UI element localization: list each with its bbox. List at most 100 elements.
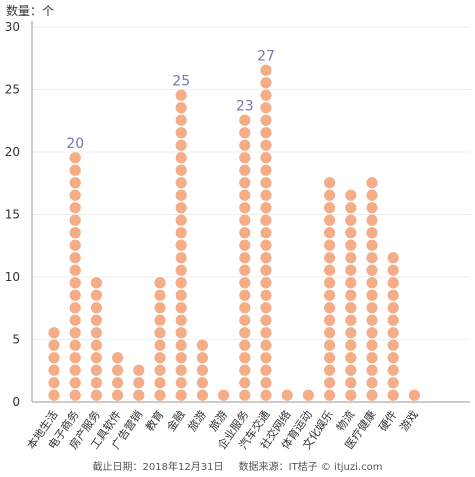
data-dot xyxy=(345,289,357,301)
dot-column xyxy=(133,364,145,401)
data-dot xyxy=(324,364,336,376)
data-dot xyxy=(345,314,357,326)
data-dot xyxy=(345,389,357,401)
data-dot xyxy=(387,264,399,276)
data-dot xyxy=(48,352,60,364)
data-dot xyxy=(239,152,251,164)
data-dot xyxy=(324,389,336,401)
data-dot xyxy=(69,389,81,401)
data-dot xyxy=(175,252,187,264)
data-dot xyxy=(133,389,145,401)
data-dot xyxy=(387,327,399,339)
data-dot xyxy=(90,277,102,289)
data-dot xyxy=(324,177,336,189)
data-dot xyxy=(175,314,187,326)
data-dot xyxy=(345,377,357,389)
data-dot xyxy=(69,214,81,226)
data-dot xyxy=(366,289,378,301)
data-dot xyxy=(112,377,124,389)
data-dot xyxy=(112,389,124,401)
data-dot xyxy=(239,289,251,301)
data-dot xyxy=(69,289,81,301)
data-dot xyxy=(175,352,187,364)
data-dot xyxy=(324,202,336,214)
data-dot xyxy=(345,202,357,214)
data-dot xyxy=(69,177,81,189)
data-dot xyxy=(69,364,81,376)
data-dot xyxy=(175,202,187,214)
y-tick-label: 30 xyxy=(5,20,20,34)
data-dot xyxy=(345,302,357,314)
data-dot xyxy=(239,127,251,139)
x-tick-label: 旅游 xyxy=(185,408,209,434)
data-dot xyxy=(324,377,336,389)
dot-column xyxy=(112,352,124,401)
y-tick-label: 25 xyxy=(5,83,20,97)
data-dot xyxy=(324,302,336,314)
data-dot xyxy=(239,139,251,151)
y-tick-label: 5 xyxy=(12,333,20,347)
data-dot xyxy=(175,102,187,114)
data-dot xyxy=(260,77,272,89)
data-dot xyxy=(345,227,357,239)
data-dot xyxy=(90,314,102,326)
data-dot xyxy=(387,277,399,289)
data-dot xyxy=(175,189,187,201)
data-dot xyxy=(366,214,378,226)
data-dot xyxy=(90,364,102,376)
data-dot xyxy=(387,364,399,376)
data-dot xyxy=(175,377,187,389)
dot-column xyxy=(69,152,81,401)
data-dot xyxy=(90,377,102,389)
data-dot xyxy=(69,152,81,164)
dot-column xyxy=(218,389,230,401)
data-dot xyxy=(69,202,81,214)
data-dot xyxy=(133,377,145,389)
data-dot xyxy=(154,277,166,289)
data-dot xyxy=(366,252,378,264)
y-tick-label: 10 xyxy=(5,270,20,284)
data-dot xyxy=(239,364,251,376)
data-dot xyxy=(387,302,399,314)
data-dot xyxy=(196,377,208,389)
data-dot xyxy=(387,252,399,264)
data-dot xyxy=(239,264,251,276)
data-dot xyxy=(48,327,60,339)
dot-column xyxy=(387,252,399,401)
dots-layer xyxy=(48,64,420,401)
data-label: 27 xyxy=(257,49,275,65)
data-dot xyxy=(366,389,378,401)
data-dot xyxy=(387,352,399,364)
footer: 截止日期：2018年12月31日 数据来源：IT桔子 © itjuzi.com xyxy=(0,458,475,473)
x-tick-label: 游戏 xyxy=(398,408,421,433)
data-dot xyxy=(260,289,272,301)
data-dot xyxy=(154,352,166,364)
data-dot xyxy=(90,389,102,401)
data-dot xyxy=(324,214,336,226)
data-dot xyxy=(345,239,357,251)
data-dot xyxy=(260,152,272,164)
data-dot xyxy=(154,389,166,401)
data-dot xyxy=(345,339,357,351)
data-dot xyxy=(90,339,102,351)
data-dot xyxy=(366,177,378,189)
data-dot xyxy=(260,377,272,389)
data-dot xyxy=(387,314,399,326)
data-dot xyxy=(218,389,230,401)
dot-column xyxy=(260,64,272,401)
data-dot xyxy=(239,202,251,214)
data-dot xyxy=(175,364,187,376)
data-dot xyxy=(366,239,378,251)
data-dot xyxy=(324,327,336,339)
data-dot xyxy=(260,164,272,176)
y-tick-label: 15 xyxy=(5,208,20,222)
data-dot xyxy=(260,364,272,376)
data-dot xyxy=(366,227,378,239)
data-dot xyxy=(239,239,251,251)
data-dot xyxy=(133,364,145,376)
y-tick-label: 0 xyxy=(12,395,20,409)
data-dot xyxy=(239,389,251,401)
data-dot xyxy=(69,252,81,264)
data-dot xyxy=(366,314,378,326)
data-dot xyxy=(260,389,272,401)
